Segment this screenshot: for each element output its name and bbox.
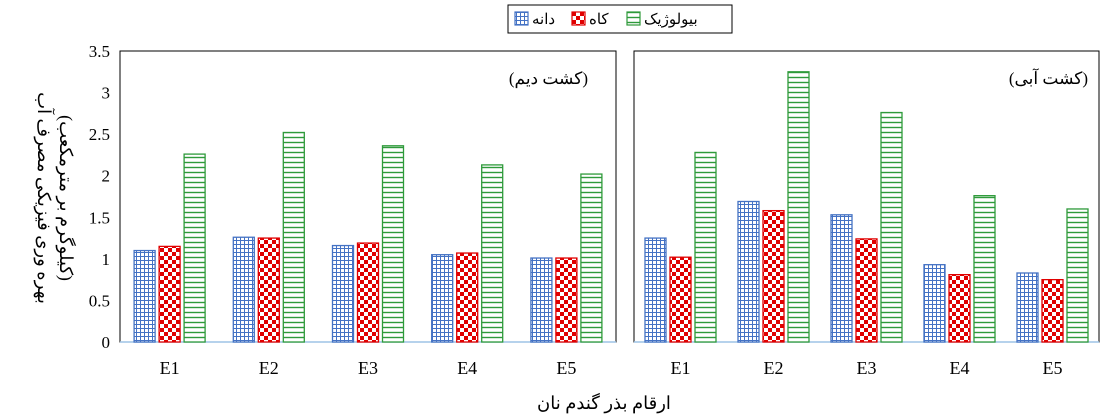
bar-irrigated-E3-series-2 [881,113,902,342]
bar-irrigated-E1-series-1 [670,257,691,342]
bar-rainfed-E2-series-2 [283,132,304,342]
legend-swatch-grain [515,12,528,25]
y-tick-label: 1.5 [89,208,110,227]
x-tick-label-irrigated: E3 [857,358,877,378]
bar-rainfed-E2-series-1 [258,238,279,342]
x-tick-label-rainfed: E1 [160,358,180,378]
y-tick-label: 3.5 [89,42,110,61]
bar-rainfed-E4-series-2 [482,165,503,342]
bar-irrigated-E2-series-1 [763,211,784,342]
legend-label-grain: دانه [532,12,555,28]
x-axis-label: ارقام بذر گندم نان [537,392,671,414]
legend-label-biological: بیولوژیک [644,12,698,28]
bar-irrigated-E2-series-2 [788,72,809,342]
bar-irrigated-E5-series-2 [1067,209,1088,342]
y-tick-label: 0 [102,333,111,352]
bar-rainfed-E3-series-0 [333,246,354,342]
bar-rainfed-E3-series-1 [358,243,379,342]
bar-irrigated-E5-series-0 [1017,273,1038,342]
y-axis-label-line2: (کیلوگرم بر مترمکعب) [55,115,77,281]
panel-irrigated-title: (کشت آبی) [1009,67,1088,88]
y-tick-label: 2.5 [89,125,110,144]
x-tick-label-rainfed: E3 [358,358,378,378]
bar-rainfed-E4-series-1 [457,253,478,342]
y-tick-label: 1 [102,250,111,269]
y-tick-label: 2 [102,167,111,186]
y-tick-label: 0.5 [89,291,110,310]
bar-rainfed-E5-series-2 [581,174,602,342]
bar-rainfed-E3-series-2 [383,146,404,342]
y-axis-label-line1: بهره وری فیزیکی مصرف آب [33,92,55,304]
x-tick-label-irrigated: E2 [764,358,784,378]
bar-rainfed-E1-series-2 [184,154,205,342]
panel-rainfed-title: (کشت دیم) [509,69,588,89]
bar-irrigated-E1-series-0 [645,238,666,342]
x-tick-label-rainfed: E2 [259,358,279,378]
legend-label-straw: کاه [589,12,609,28]
panel-irrigated: (کشت آبی) E1 E2 E3 E4 E5 [634,51,1099,378]
bar-irrigated-E3-series-1 [856,239,877,342]
bar-irrigated-E4-series-1 [949,275,970,342]
bar-irrigated-E4-series-0 [924,265,945,342]
legend-swatch-straw [572,12,585,25]
x-tick-label-rainfed: E4 [457,358,477,378]
bar-rainfed-E2-series-0 [233,237,254,342]
bar-rainfed-E5-series-1 [556,258,577,342]
panel-rainfed: (کشت دیم) E1 E2 E3 E4 E5 [120,51,616,378]
x-tick-label-irrigated: E4 [950,358,970,378]
bar-irrigated-E5-series-1 [1042,280,1063,342]
bar-rainfed-E5-series-0 [531,258,552,342]
bar-irrigated-E2-series-0 [738,201,759,342]
legend-swatch-biological [627,12,640,25]
x-tick-label-irrigated: E5 [1043,358,1063,378]
y-tick-label: 3 [102,84,111,103]
x-tick-label-rainfed: E5 [556,358,576,378]
bar-irrigated-E3-series-0 [831,215,852,342]
bar-rainfed-E1-series-0 [134,251,155,342]
bar-irrigated-E1-series-2 [695,152,716,342]
x-tick-label-irrigated: E1 [671,358,691,378]
y-axis-ticks: 0 0.5 1 1.5 2 2.5 3 3.5 [89,42,110,352]
bar-rainfed-E4-series-0 [432,255,453,342]
bar-irrigated-E4-series-2 [974,196,995,342]
bar-rainfed-E1-series-1 [159,246,180,342]
legend: دانه کاه بیولوژیک [508,5,732,33]
